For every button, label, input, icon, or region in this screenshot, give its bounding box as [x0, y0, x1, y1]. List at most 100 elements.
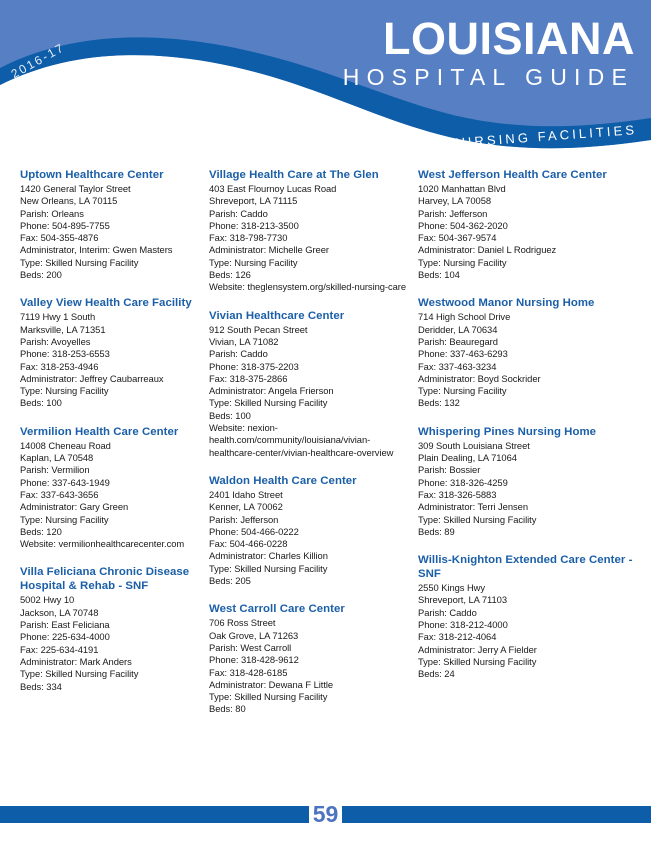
- facility-detail-line: 912 South Pecan Street: [209, 323, 308, 335]
- facility-detail-line: Parish: Jefferson: [209, 513, 279, 525]
- page-title: LOUISIANA: [383, 13, 635, 64]
- facility-detail-line: 7119 Hwy 1 South: [20, 311, 96, 323]
- facility-detail-line: Beds: 120: [20, 525, 62, 537]
- facility-detail-line: Kaplan, LA 70548: [20, 452, 94, 464]
- facility-detail-line: Fax: 337-463-3234: [418, 360, 497, 372]
- facility-detail-line: 2401 Idaho Street: [209, 488, 283, 500]
- facility-entry: Whispering Pines Nursing Home 309 South L…: [418, 425, 641, 538]
- facility-entry: Willis-Knighton Extended Care Center - S…: [418, 553, 641, 680]
- facility-detail-line: Shreveport, LA 71103: [418, 594, 507, 606]
- facility-detail-line: Phone: 504-466-0222: [209, 525, 299, 537]
- facility-detail-line: Oak Grove, LA 71263: [209, 629, 299, 641]
- facility-detail-line: Administrator: Mark Anders: [20, 655, 132, 667]
- facility-detail-line: Phone: 318-253-6553: [20, 348, 110, 360]
- facility-detail-line: Parish: West Carroll: [209, 641, 292, 653]
- facility-detail-line: Beds: 89: [418, 525, 455, 537]
- facility-entry: Vivian Healthcare Center 912 South Pecan …: [209, 309, 409, 459]
- facility-detail-line: Administrator: Dewana F Little: [209, 678, 334, 690]
- facility-detail-line: Marksville, LA 71351: [20, 323, 106, 335]
- facility-name: Uptown Healthcare Center: [20, 169, 164, 181]
- facility-name: Whispering Pines Nursing Home: [418, 425, 597, 438]
- facility-detail-line: Phone: 337-463-6293: [418, 348, 508, 360]
- facility-detail-line: Fax: 318-375-2866: [209, 372, 288, 384]
- facility-detail-line: 706 Ross Street: [209, 617, 276, 629]
- facility-detail-line: Fax: 318-253-4946: [20, 360, 99, 372]
- facility-entry: Vermilion Health Care Center 14008 Chenea…: [20, 425, 199, 551]
- facility-detail-line: 714 High School Drive: [418, 311, 511, 323]
- facility-detail-line: Beds: 100: [20, 397, 62, 409]
- facility-detail-line: Fax: 225-634-4191: [20, 643, 99, 655]
- facility-detail-line: Parish: Vermilion: [20, 464, 90, 476]
- facility-detail-line: Type: Skilled Nursing Facility: [418, 513, 537, 525]
- facility-detail-line: Parish: Avoyelles: [20, 335, 91, 347]
- facility-detail-line: Fax: 318-798-7730: [209, 232, 288, 244]
- facility-detail-line: Phone: 504-895-7755: [20, 219, 110, 231]
- page-header: LOUISIANA HOSPITAL GUIDE NURSING FACILIT…: [0, 0, 651, 155]
- facility-detail-line: Website: nexion-health.com/community/lou…: [209, 422, 394, 458]
- facility-detail-line: Phone: 504-362-2020: [418, 219, 508, 231]
- facility-name: West Jefferson Health Care Center: [418, 169, 607, 181]
- facility-detail-line: Website: theglensystem.org/skilled-nursi…: [209, 281, 407, 293]
- facility-detail-line: 403 East Flournoy Lucas Road: [209, 183, 337, 194]
- facility-detail-line: 14008 Cheneau Road: [20, 439, 111, 451]
- facility-detail-line: Type: Skilled Nursing Facility: [20, 668, 139, 680]
- facility-name: Village Health Care at The Glen: [209, 169, 379, 181]
- facility-column: Uptown Healthcare Center 1420 General Tay…: [0, 168, 207, 731]
- facility-detail-line: Beds: 100: [209, 409, 251, 421]
- facility-detail-line: Type: Skilled Nursing Facility: [209, 562, 328, 574]
- facility-detail-line: Fax: 504-466-0228: [209, 538, 288, 550]
- facility-detail-line: 309 South Louisiana Street: [418, 439, 530, 451]
- facility-detail-line: Beds: 200: [20, 269, 62, 281]
- facility-detail-line: Administrator: Boyd Sockrider: [418, 372, 541, 384]
- header-title-block: LOUISIANA HOSPITAL GUIDE: [343, 16, 635, 91]
- facility-entry: West Carroll Care Center 706 Ross Street O…: [209, 602, 409, 715]
- facility-detail-line: 2550 Kings Hwy: [418, 582, 486, 594]
- facility-detail-line: Deridder, LA 70634: [418, 323, 498, 335]
- footer-bar-left: [0, 806, 309, 823]
- facility-name: Willis-Knighton Extended Care Center - S…: [418, 554, 633, 581]
- facility-detail-line: Phone: 318-213-3500: [209, 219, 299, 231]
- facility-name: Vermilion Health Care Center: [20, 425, 179, 438]
- facility-detail-line: Administrator: Charles Killion: [209, 550, 328, 562]
- facility-detail-line: Shreveport, LA 71115: [209, 195, 298, 207]
- facility-detail-line: 1420 General Taylor Street: [20, 183, 131, 194]
- facility-detail-line: Phone: 318-428-9612: [209, 654, 299, 666]
- facility-detail-line: Parish: East Feliciana: [20, 619, 110, 631]
- facility-detail-line: New Orleans, LA 70115: [20, 195, 118, 207]
- facility-detail-line: Administrator: Jeffrey Caubarreaux: [20, 372, 164, 384]
- facility-detail-line: Parish: Bossier: [418, 464, 481, 476]
- facility-detail-line: Beds: 104: [418, 269, 460, 281]
- facility-detail-line: Type: Nursing Facility: [418, 385, 507, 397]
- facility-column: West Jefferson Health Care Center 1020 Ma…: [417, 168, 651, 731]
- facility-detail-line: Phone: 318-326-4259: [418, 476, 508, 488]
- facility-detail-line: Phone: 337-643-1949: [20, 476, 110, 488]
- facility-detail-line: Parish: Caddo: [209, 348, 268, 360]
- facility-entry: Village Health Care at The Glen 403 East …: [209, 168, 409, 294]
- facility-detail-line: Type: Nursing Facility: [20, 513, 109, 525]
- facility-detail-line: Administrator: Jerry A Fielder: [418, 643, 537, 655]
- facility-name: Waldon Health Care Center: [209, 474, 357, 487]
- facility-detail-line: Fax: 318-326-5883: [418, 488, 497, 500]
- facility-detail-line: 1020 Manhattan Blvd: [418, 183, 506, 194]
- facility-name: Villa Feliciana Chronic Disease Hospital…: [20, 566, 190, 593]
- facility-entry: Villa Feliciana Chronic Disease Hospital…: [20, 565, 199, 692]
- facility-detail-line: Beds: 126: [209, 269, 251, 281]
- facility-detail-line: Jackson, LA 70748: [20, 606, 99, 618]
- page-footer: 59: [0, 802, 651, 827]
- facility-detail-line: Type: Skilled Nursing Facility: [20, 256, 139, 268]
- facility-name: West Carroll Care Center: [209, 603, 345, 616]
- facility-name: Valley View Health Care Facility: [20, 297, 192, 310]
- facility-detail-line: Parish: Jefferson: [418, 207, 488, 219]
- facility-detail-line: Fax: 504-367-9574: [418, 232, 497, 244]
- facility-detail-line: Fax: 504-355-4876: [20, 232, 99, 244]
- facility-entry: Uptown Healthcare Center 1420 General Tay…: [20, 168, 199, 281]
- facility-detail-line: Type: Skilled Nursing Facility: [209, 691, 328, 703]
- facility-column: Village Health Care at The Glen 403 East …: [207, 168, 417, 731]
- facility-detail-line: Administrator: Daniel L Rodriguez: [418, 244, 557, 256]
- footer-bar-right: [342, 806, 651, 823]
- facility-detail-line: Website: vermilionhealthcarecenter.com: [20, 538, 185, 550]
- facility-detail-line: Administrator: Gary Green: [20, 501, 129, 513]
- facility-detail-line: Administrator: Michelle Greer: [209, 244, 329, 256]
- facility-name: Westwood Manor Nursing Home: [418, 297, 595, 310]
- facility-detail-line: Parish: Orleans: [20, 207, 84, 219]
